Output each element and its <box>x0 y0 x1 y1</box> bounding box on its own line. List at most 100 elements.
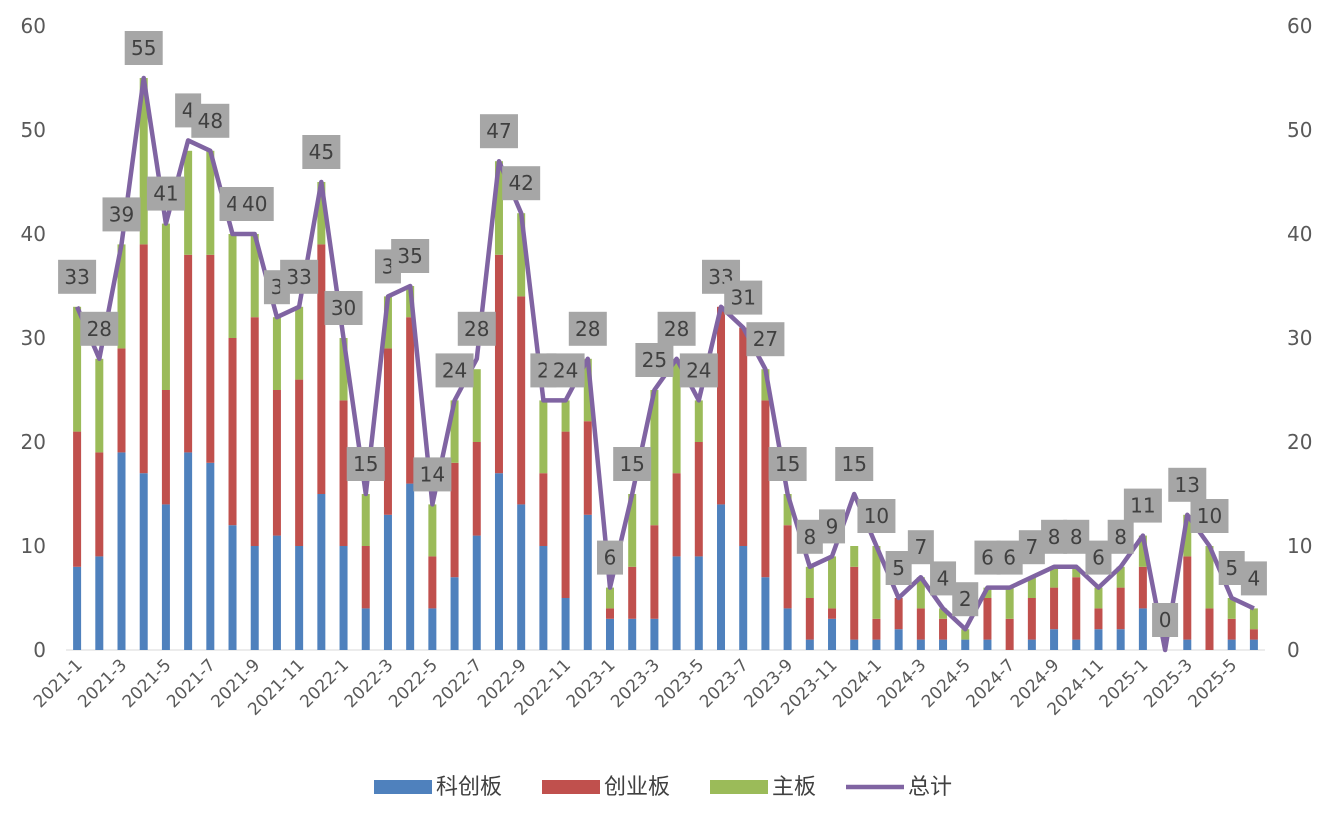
legend-label: 总计 <box>908 775 952 800</box>
data-label-text: 30 <box>331 296 356 320</box>
data-label-text: 41 <box>153 182 178 206</box>
data-label-2022-6: 24 <box>435 353 474 388</box>
bar-zb-2022-3 <box>383 296 392 349</box>
bar-kcb-2025-1 <box>1138 608 1147 650</box>
bar-kcb-2024-12 <box>1116 629 1125 650</box>
data-label-text: 11 <box>1130 494 1155 518</box>
bar-cyb-2024-6 <box>983 598 992 640</box>
data-label-box <box>346 447 385 481</box>
data-label-2022-8: 47 <box>479 114 518 149</box>
data-label-text: 15 <box>842 452 867 476</box>
data-label-box <box>907 530 934 565</box>
bar-kcb-2023-11 <box>828 618 837 650</box>
bar-zb-2021-8 <box>228 234 237 338</box>
bar-cyb-2025-1 <box>1138 566 1147 609</box>
y-tick-left-20: 20 <box>21 430 46 454</box>
bar-cyb-2024-11 <box>1094 608 1103 630</box>
bar-kcb-2022-4 <box>406 483 415 650</box>
bar-cyb-2022-3 <box>383 348 392 515</box>
y-tick-right-10: 10 <box>1287 534 1312 558</box>
bar-zb-2023-2 <box>628 494 637 567</box>
bar-cyb-2024-10 <box>1072 577 1081 640</box>
bar-zb-2025-4 <box>1205 546 1214 609</box>
bar-cyb-2023-10 <box>805 598 814 640</box>
data-label-box <box>1041 519 1068 554</box>
bar-kcb-2023-12 <box>850 639 859 650</box>
bar-zb-2023-1 <box>605 587 614 609</box>
data-label-box <box>1168 467 1207 502</box>
data-label-text: 4 <box>937 566 950 590</box>
data-label-text: 8 <box>1114 525 1127 549</box>
data-label-text: 2 <box>959 587 972 611</box>
data-label-2021-7: 48 <box>191 103 230 138</box>
bar-kcb-2021-7 <box>206 462 215 650</box>
bar-cyb-2021-9 <box>250 317 259 546</box>
data-label-box <box>857 499 896 533</box>
bar-zb-2021-10 <box>272 317 281 390</box>
data-label-box <box>80 311 119 346</box>
data-label-text: 7 <box>914 535 927 559</box>
bar-kcb-2024-6 <box>983 639 992 650</box>
bar-kcb-2023-7 <box>739 546 748 650</box>
bar-zb-2021-6 <box>184 150 193 255</box>
data-label-text: 5 <box>1225 556 1238 580</box>
bar-cyb-2022-9 <box>517 296 526 505</box>
data-label-2021-1: 33 <box>58 259 97 294</box>
data-label-box <box>796 519 823 554</box>
bar-zb-2021-12 <box>317 182 326 245</box>
data-label-box <box>324 291 363 325</box>
data-label-text: 10 <box>864 504 889 528</box>
bar-kcb-2024-3 <box>916 639 925 650</box>
data-label-box <box>435 353 474 388</box>
bar-kcb-2023-8 <box>761 577 770 650</box>
bar-zb-2021-11 <box>295 306 304 380</box>
data-label-text: 6 <box>1092 546 1105 570</box>
y-tick-left-50: 50 <box>21 118 46 142</box>
bar-zb-2022-9 <box>517 213 526 297</box>
data-label-box <box>546 353 585 388</box>
bar-zb-2024-7 <box>1005 587 1014 619</box>
bar-zb-2022-8 <box>494 161 503 255</box>
bar-cyb-2025-6 <box>1249 629 1258 640</box>
bar-cyb-2022-8 <box>494 254 503 474</box>
data-label-box <box>1123 488 1162 523</box>
x-tick-2024-7: 2024-7 <box>962 655 1019 712</box>
bar-kcb-2021-11 <box>295 546 304 650</box>
bar-cyb-2024-1 <box>872 618 881 640</box>
data-label-box <box>885 551 912 585</box>
bar-cyb-2024-9 <box>1050 587 1059 630</box>
data-label-box <box>596 540 623 575</box>
bar-zb-2023-5 <box>694 400 703 442</box>
x-tick-2023-7: 2023-7 <box>696 655 753 712</box>
y-tick-right-40: 40 <box>1287 222 1312 246</box>
x-tick-2022-7: 2022-7 <box>430 655 487 712</box>
bar-kcb-2024-8 <box>1027 639 1036 650</box>
data-label-2022-2: 15 <box>346 447 385 481</box>
bar-cyb-2021-12 <box>317 244 326 494</box>
bar-cyb-2023-9 <box>783 525 792 609</box>
data-label-box <box>657 311 696 346</box>
data-label-text: 48 <box>198 109 223 133</box>
data-label-2024-6: 6 <box>974 540 1001 575</box>
data-label-2021-3: 39 <box>102 197 141 232</box>
data-label-box <box>1018 530 1045 565</box>
data-label-text: 28 <box>87 317 112 341</box>
data-label-2025-2: 0 <box>1152 603 1179 637</box>
data-label-2022-5: 14 <box>413 457 452 492</box>
data-label-box <box>1190 499 1229 533</box>
x-tick-2021-1: 2021-1 <box>30 655 87 712</box>
data-label-text: 0 <box>1159 608 1172 632</box>
data-label-2021-2: 28 <box>80 311 119 346</box>
data-label-2023-3: 25 <box>635 343 674 377</box>
data-label-text: 6 <box>981 546 994 570</box>
bar-cyb-2024-4 <box>939 618 948 640</box>
bar-kcb-2023-10 <box>805 639 814 650</box>
bar-zb-2023-12 <box>850 546 859 567</box>
legend-item-zb: 主板 <box>710 775 816 800</box>
data-label-box <box>1240 561 1267 596</box>
y-tick-right-50: 50 <box>1287 118 1312 142</box>
data-label-text: 10 <box>1197 504 1222 528</box>
data-label-2024-1: 10 <box>857 499 896 533</box>
data-label-box <box>835 447 874 481</box>
